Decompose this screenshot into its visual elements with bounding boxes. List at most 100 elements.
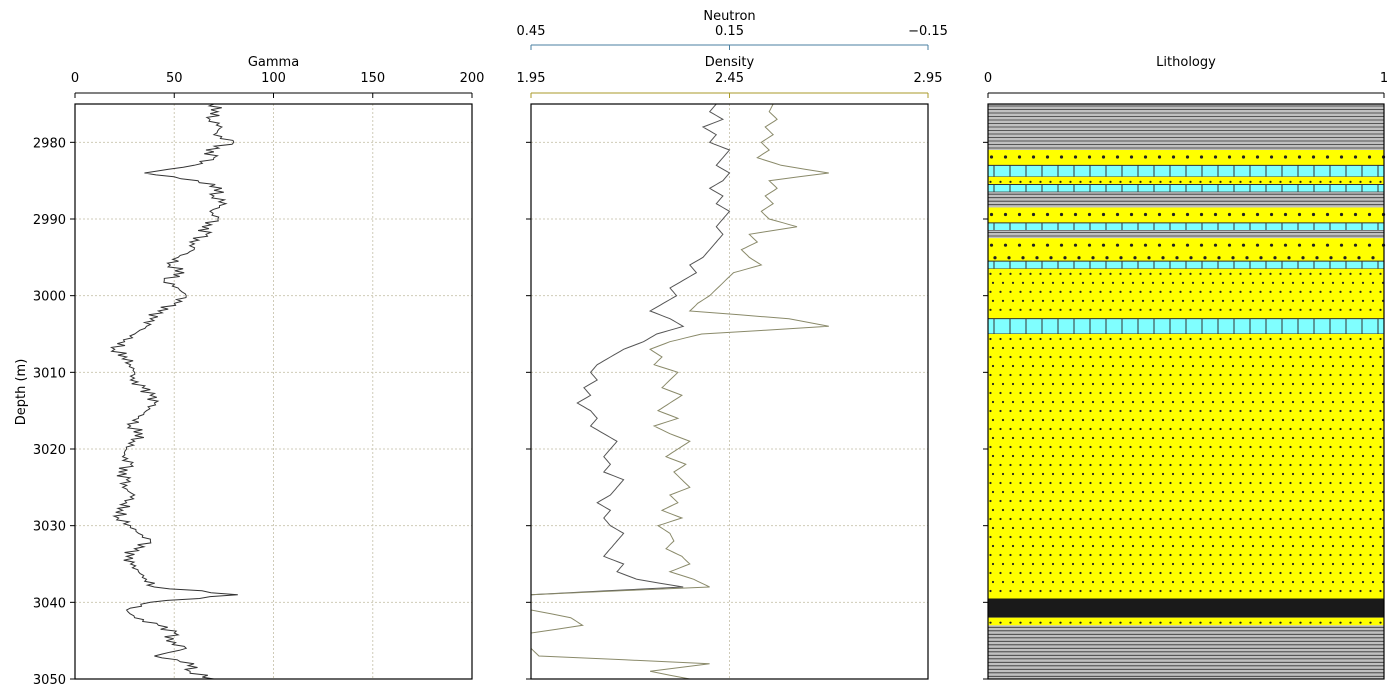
lith-dot	[1241, 299, 1245, 302]
lith-dot	[1329, 337, 1332, 341]
lith-dot	[1061, 418, 1065, 422]
lith-dot	[1149, 180, 1152, 183]
lith-dot	[1059, 272, 1062, 275]
lith-dot	[1069, 337, 1072, 341]
lith-dot	[1271, 299, 1275, 302]
lith-dot	[1189, 337, 1192, 341]
lith-dot	[1051, 580, 1055, 584]
lith-dot	[1029, 553, 1032, 557]
lith-dot	[1351, 454, 1355, 458]
lith-dot	[1051, 364, 1055, 368]
lith-dot	[1199, 243, 1204, 247]
lith-dot	[1339, 621, 1342, 624]
lith-dot	[1111, 346, 1115, 350]
neutron-tick-label: 0.15	[715, 24, 744, 39]
lith-dot	[1011, 346, 1015, 350]
lith-dot	[1159, 463, 1162, 467]
lith-dot	[1021, 299, 1025, 302]
lith-dot	[1031, 418, 1035, 422]
lith-dot	[1009, 553, 1012, 557]
lith-dot	[1349, 355, 1352, 359]
lith-dot	[1141, 299, 1145, 302]
lith-dot	[1089, 481, 1092, 485]
lith-dot	[1079, 463, 1082, 467]
lith-dot	[1213, 155, 1218, 159]
lith-dot	[1289, 290, 1292, 293]
lith-dot	[1199, 571, 1202, 575]
lith-dot	[1331, 382, 1335, 386]
lith-dot	[1169, 272, 1172, 275]
lith-dot	[1071, 580, 1075, 584]
lith-dot	[1279, 272, 1282, 275]
lith-dot	[1291, 472, 1295, 476]
lith-dot	[1009, 463, 1012, 467]
lith-dot	[1261, 436, 1265, 440]
lith-dot	[1049, 409, 1052, 413]
lith-dot	[1151, 490, 1155, 494]
lith-dot	[1009, 180, 1012, 183]
lith-dot	[1299, 517, 1302, 521]
lith-dot	[1291, 436, 1295, 440]
lith-dot	[1019, 481, 1022, 485]
lith-dot	[1269, 355, 1272, 359]
lith-dot	[1131, 299, 1135, 302]
lith-dot	[1349, 517, 1352, 521]
lith-dot	[1039, 589, 1042, 593]
lith-dot	[1261, 562, 1265, 566]
lith-dot	[1369, 180, 1372, 183]
lith-dot	[1131, 400, 1135, 404]
lith-dot	[1121, 418, 1125, 422]
lith-dot	[1003, 155, 1008, 159]
lith-dot	[1221, 454, 1225, 458]
lith-dot	[1369, 517, 1372, 521]
lith-dot	[1039, 373, 1042, 377]
lith-dot	[1209, 337, 1212, 341]
lith-dot	[1011, 400, 1015, 404]
lith-interval-shale	[988, 104, 1384, 150]
lith-dot	[1141, 544, 1145, 548]
lith-dot	[1315, 256, 1319, 260]
lith-dot	[989, 427, 992, 431]
lith-dot	[1201, 364, 1205, 368]
lith-dot	[1111, 299, 1115, 302]
lith-dot	[1111, 454, 1115, 458]
lith-dot	[999, 463, 1002, 467]
neutron-tick-label: 0.45	[517, 24, 546, 39]
lith-dot	[1003, 243, 1008, 247]
lith-dot	[1309, 517, 1312, 521]
lith-dot	[1171, 400, 1175, 404]
lith-dot	[989, 272, 992, 275]
lith-dot	[1321, 454, 1325, 458]
lith-dot	[1149, 373, 1152, 377]
lith-dot	[1329, 517, 1332, 521]
lith-dot	[1181, 526, 1185, 530]
lith-dot	[1311, 281, 1315, 284]
lith-dot	[1179, 553, 1182, 557]
lith-dot	[1259, 499, 1262, 503]
lith-dot	[1311, 544, 1315, 548]
lith-dot	[1151, 382, 1155, 386]
lith-dot	[1301, 580, 1305, 584]
lith-dot	[1069, 427, 1072, 431]
lith-dot	[1139, 409, 1142, 413]
lith-dot	[1259, 180, 1262, 183]
density-tick-label: 2.95	[914, 71, 943, 86]
lith-dot	[1149, 409, 1152, 413]
lith-dot	[1201, 281, 1205, 284]
lith-dot	[1379, 308, 1382, 311]
lith-dot	[1089, 499, 1092, 503]
lith-dot	[1351, 508, 1355, 512]
lith-dot	[1379, 463, 1382, 467]
lith-dot	[1079, 409, 1082, 413]
lith-dot	[1199, 409, 1202, 413]
lith-dot	[991, 544, 995, 548]
lith-dot	[1039, 355, 1042, 359]
lith-dot	[1281, 299, 1285, 302]
lith-dot	[1351, 400, 1355, 404]
lith-dot	[1031, 346, 1035, 350]
lith-dot	[1051, 508, 1055, 512]
lith-dot	[1141, 508, 1145, 512]
lith-dot	[1369, 535, 1372, 539]
lith-dot	[1099, 445, 1102, 449]
lith-dot	[1079, 180, 1082, 183]
